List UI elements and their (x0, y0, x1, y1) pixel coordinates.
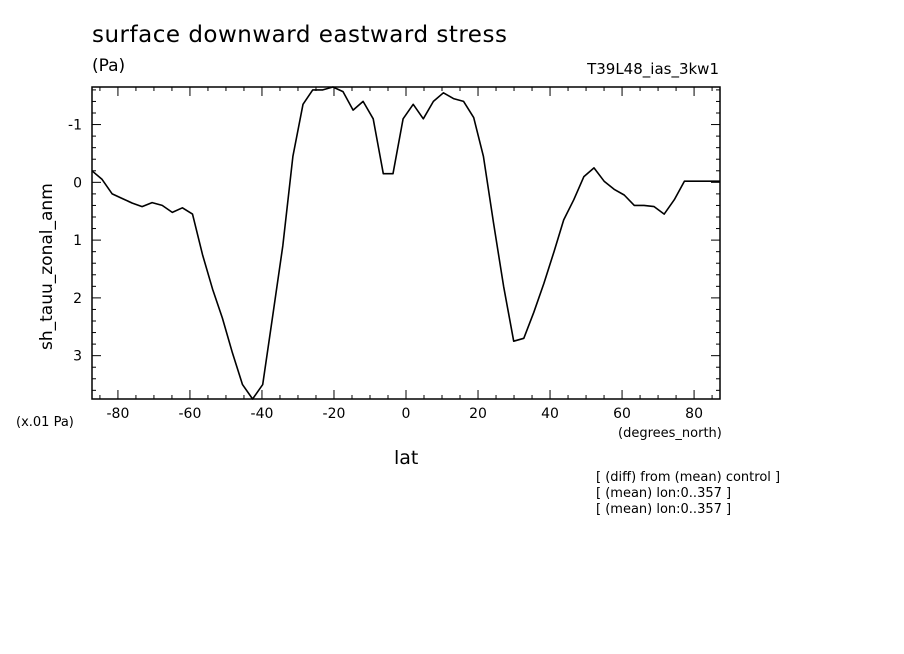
y-tick-label: 3 (73, 349, 82, 365)
x-tick-label: -40 (251, 406, 274, 422)
y-tick-label: 2 (73, 291, 82, 307)
x-axis-label: lat (394, 447, 419, 469)
x-tick-label: -60 (179, 406, 202, 422)
y-tick-label: 1 (73, 233, 82, 249)
x-tick-label: 80 (685, 406, 703, 422)
y-tick-label: 0 (73, 175, 82, 191)
notes-block: [ (diff) from (mean) control ] [ (mean) … (596, 470, 780, 518)
x-tick-label: 20 (469, 406, 487, 422)
chart-units: (Pa) (92, 56, 126, 76)
note-line: [ (mean) lon:0..357 ] (596, 502, 732, 517)
plot-frame (91, 86, 721, 400)
series-line (91, 86, 720, 400)
x-axis-units: (degrees_north) (618, 426, 722, 441)
x-tick-label: 0 (402, 406, 411, 422)
run-id-label: T39L48_ias_3kw1 (587, 60, 719, 78)
x-tick-label: 40 (541, 406, 559, 422)
x-tick-label: 60 (613, 406, 631, 422)
x-tick-label: -20 (323, 406, 346, 422)
x-tick-label: -80 (106, 406, 129, 422)
series-layer (91, 86, 720, 400)
note-line: [ (mean) lon:0..357 ] (596, 486, 732, 501)
y-tick-label: -1 (68, 118, 82, 134)
axes: -80 -60 -40 -20 0 20 40 60 80 -1 0 1 2 3 (68, 87, 720, 422)
note-line: [ (diff) from (mean) control ] (596, 470, 781, 485)
y-scale-note: (x.01 Pa) (16, 415, 74, 430)
chart-title: surface downward eastward stress (92, 22, 508, 48)
